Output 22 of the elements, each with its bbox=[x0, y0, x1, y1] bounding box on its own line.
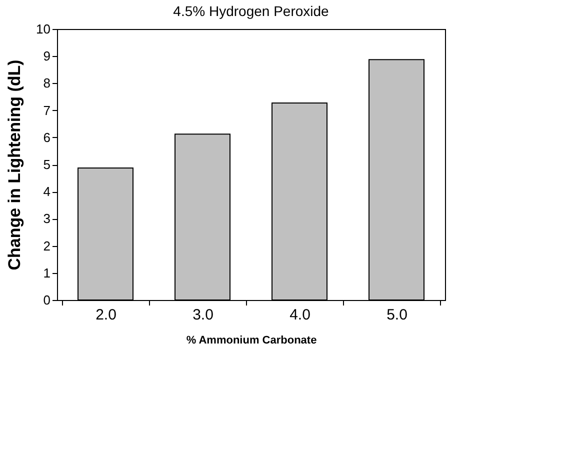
y-tick-label: 8 bbox=[43, 76, 50, 91]
x-axis-title: % Ammonium Carbonate bbox=[186, 334, 317, 346]
bar bbox=[272, 102, 328, 300]
bar bbox=[174, 134, 230, 300]
x-tick-label: 2.0 bbox=[96, 306, 116, 324]
y-tick-label: 10 bbox=[36, 22, 50, 36]
bar bbox=[368, 59, 424, 300]
chart-title: 4.5% Hydrogen Peroxide bbox=[173, 3, 330, 19]
y-tick-label: 3 bbox=[43, 211, 50, 226]
y-tick-label: 9 bbox=[43, 48, 50, 64]
y-tick-label: 6 bbox=[43, 130, 50, 145]
x-tick-label: 3.0 bbox=[192, 306, 214, 324]
x-tick-label: 4.0 bbox=[290, 306, 310, 324]
y-tick-label: 5 bbox=[43, 157, 50, 172]
y-tick-label: 0 bbox=[43, 292, 50, 308]
y-tick-label: 2 bbox=[43, 238, 50, 254]
bar bbox=[78, 168, 134, 300]
y-tick-label: 1 bbox=[43, 265, 50, 280]
x-tick-label: 5.0 bbox=[386, 306, 408, 324]
y-tick-label: 4 bbox=[43, 184, 50, 200]
y-tick-label: 7 bbox=[43, 102, 50, 118]
y-axis-title: Change in Lightening (dL) bbox=[5, 60, 24, 270]
